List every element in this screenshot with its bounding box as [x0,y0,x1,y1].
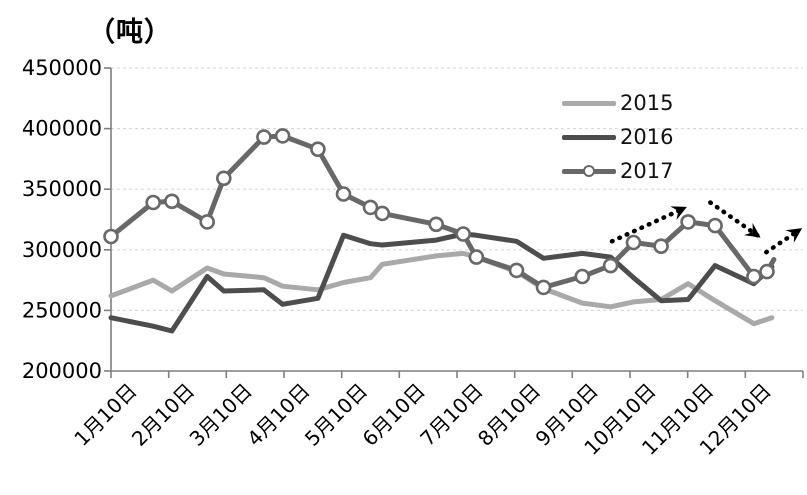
trend-arrow [764,228,803,255]
y-axis-unit-label: （吨） [88,17,172,48]
series-2017-marker [199,214,215,230]
series-2017-marker [362,199,379,216]
legend-item-2015: 2015 [562,86,673,120]
series-2017-marker [707,217,723,234]
series-2016-line [108,231,775,334]
y-tick-label: 250000 [22,298,102,322]
series-2017-marker [574,268,591,285]
axes [104,67,804,378]
legend-swatch-2016 [562,130,616,144]
series-2017-marker [535,279,552,296]
series-2017-marker [602,257,619,274]
series-2017-marker [335,186,352,202]
x-tick-label: 3月10日 [185,379,257,451]
x-tick-label: 1月10日 [69,379,141,451]
series-2017-marker [680,214,696,230]
x-tick-label: 2月10日 [127,379,199,451]
y-tick-label: 200000 [22,359,102,383]
series-2017-marker [746,268,762,285]
trend-arrow [708,200,761,238]
x-tick-label: 4月10日 [242,379,314,451]
y-tick-label: 300000 [22,238,102,262]
legend-swatch-2015 [562,96,616,110]
legend-item-2016: 2016 [562,120,673,154]
series-2017-marker [625,234,642,251]
legend-line [562,101,616,106]
legend-label: 2015 [620,91,674,115]
legend-swatch-2017 [562,164,616,178]
x-tick-label: 7月10日 [415,379,487,451]
series-markers [103,128,775,296]
series-2017-marker [759,263,775,280]
legend-item-2017: 2017 [562,154,673,188]
series-2017-marker [455,226,472,242]
series-2017-marker [256,129,272,145]
legend-label: 2017 [620,159,674,183]
series-2017-marker [653,238,669,254]
gridlines [111,67,803,311]
series-2017-marker [164,193,180,210]
x-tick-label: 5月10日 [300,379,372,451]
series-2017-marker [216,170,232,187]
series-2017-marker [508,262,525,279]
series-2017-marker [274,128,291,144]
legend-marker-circle [583,165,595,177]
series-2015-line [108,250,775,327]
legend: 2015 2016 2017 [562,86,673,188]
series-2017-marker [468,249,485,265]
legend-label: 2016 [620,125,674,149]
y-tick-label: 350000 [22,177,102,201]
trend-arrow [609,206,687,244]
series-2017-marker [374,205,391,222]
legend-line [562,135,616,140]
x-tick-label: 6月10日 [358,379,430,451]
series-2017-marker [428,216,445,233]
y-tick-label: 400000 [22,117,102,141]
series-2017-marker [103,228,119,245]
y-tick-label: 450000 [22,56,102,80]
series-2017-marker [310,141,326,157]
trend-arrows [609,200,803,255]
series-2017-marker [145,194,161,211]
series-2017-line [108,133,777,290]
series-lines [108,133,777,334]
x-tick-label: 8月10日 [473,379,545,451]
